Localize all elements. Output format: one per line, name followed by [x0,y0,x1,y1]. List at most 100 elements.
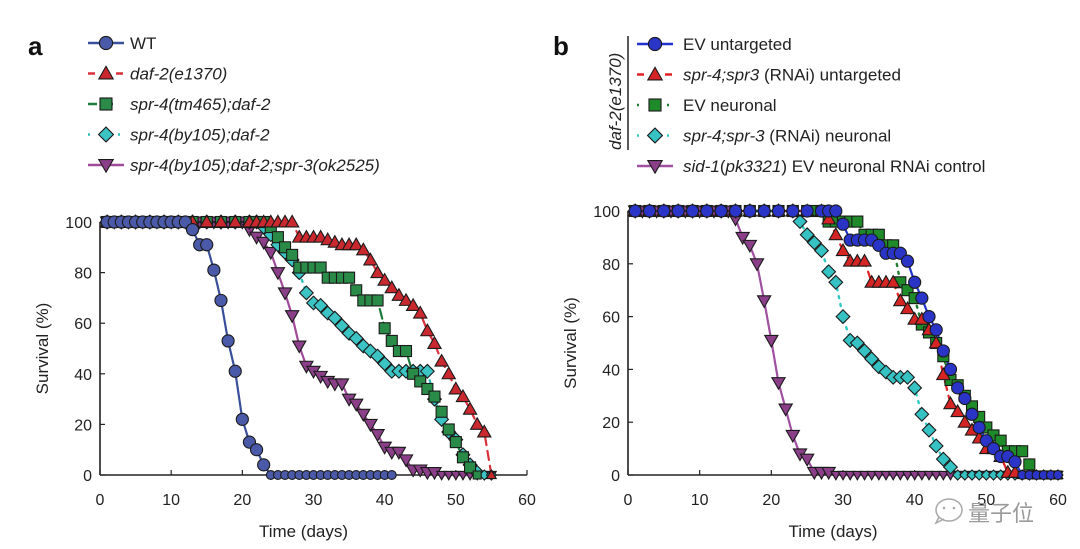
x-tick-label: 40 [376,492,394,509]
data-point [965,407,979,421]
data-point [786,204,800,218]
data-point [821,264,837,280]
x-tick-label: 50 [977,492,995,509]
data-point [856,343,873,359]
data-point [923,470,935,481]
data-point [343,271,356,284]
data-point [450,470,462,481]
data-point [419,363,435,379]
data-point [844,470,856,481]
data-point [421,382,434,396]
data-point [214,293,228,308]
series-markers-3 [101,215,482,480]
data-point [419,323,435,337]
data-point [462,401,478,415]
data-point [770,377,787,391]
legend-label: spr-4(by105);daf-2;spr-3(ok2525) [130,156,380,175]
data-point [792,213,808,230]
legend-label: EV untargeted [683,35,792,54]
data-point [441,366,457,380]
y-tick-label: 60 [602,310,620,327]
data-point [291,340,307,354]
data-point [456,451,470,464]
data-point [928,438,944,454]
data-point [907,380,923,396]
data-point [221,334,235,348]
data-point [908,275,922,289]
data-point [828,227,844,241]
watermark: 量子位 [934,498,1034,527]
data-point [213,214,229,228]
x-tick-label: 0 [96,492,105,509]
data-point [435,405,448,418]
series-markers-1 [100,215,397,480]
legend-marker [99,97,113,111]
data-point [830,470,842,481]
legend-marker [646,160,664,175]
data-point [778,403,794,417]
legend-item-4: spr-4(by105);daf-2 [88,126,270,145]
legend-marker [97,126,115,143]
data-point [873,470,885,481]
data-point [199,214,215,228]
data-point [908,470,921,481]
data-point [671,204,685,218]
data-point [900,254,915,268]
panel-a: a WT daf-2(e1370) spr-4(tm465);daf-2 spr-4(… [28,31,536,541]
data-point [937,470,950,481]
data-point [885,274,901,288]
y-axis-label: Survival (%) [33,303,52,395]
data-point [399,344,413,358]
data-point [405,297,421,311]
data-point [743,204,757,218]
data-point [286,248,299,261]
data-point [464,461,477,474]
data-point [742,239,758,254]
legend-label: daf-2(e1370) [130,65,227,84]
data-point [728,204,743,218]
data-point [942,459,959,475]
data-point [880,470,892,481]
legend-label: spr-4(tm465);daf-2 [130,95,271,114]
data-point [1023,458,1036,471]
data-point [928,335,944,349]
data-point [442,423,455,436]
y-tick-label: 0 [83,468,92,485]
y-tick-label: 20 [602,415,620,432]
data-point [929,323,943,337]
data-point [942,396,959,410]
data-point [813,243,830,259]
data-point [994,434,1007,447]
y-tick-label: 100 [65,215,92,232]
data-point [270,267,286,281]
x-tick-label: 30 [305,492,323,509]
data-point [442,470,455,481]
data-point [878,364,894,380]
data-point [348,398,364,412]
data-point [334,378,350,392]
x-axis-label: Time (days) [788,522,877,541]
data-point [851,470,864,481]
data-point [714,204,728,218]
data-point [378,322,391,335]
data-point [385,334,398,347]
data-point [314,261,327,274]
data-point [249,443,264,457]
data-point [865,470,878,481]
data-point [334,318,350,334]
data-point [428,390,441,403]
data-point [935,451,951,467]
data-point [391,287,407,301]
data-point [901,284,914,297]
data-point [628,204,642,218]
data-point [278,241,292,254]
data-point [894,470,907,481]
data-point [362,418,378,433]
data-point [257,458,271,472]
data-point [887,470,899,481]
data-point [943,362,958,377]
data-point [263,246,279,261]
data-point [899,369,916,385]
data-point [749,258,765,272]
